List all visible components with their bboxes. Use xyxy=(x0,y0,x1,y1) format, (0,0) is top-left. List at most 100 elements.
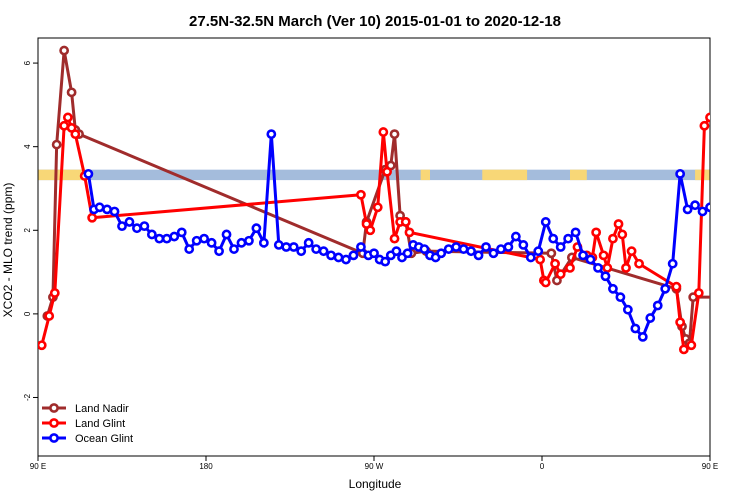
data-point xyxy=(229,244,239,254)
data-point xyxy=(199,233,210,244)
data-point xyxy=(721,141,728,148)
data-point xyxy=(191,235,202,246)
data-point xyxy=(176,227,187,238)
data-point xyxy=(518,240,529,250)
y-tick-label: 4 xyxy=(23,144,32,149)
data-point xyxy=(555,269,566,280)
data-point xyxy=(458,244,469,254)
data-point xyxy=(652,300,663,311)
data-point xyxy=(382,166,392,177)
data-point xyxy=(473,250,484,261)
data-point xyxy=(184,244,195,254)
legend-item: Land Glint xyxy=(42,418,125,430)
legend-marker xyxy=(49,433,59,443)
data-point xyxy=(311,244,322,254)
data-point xyxy=(303,237,314,248)
data-point xyxy=(236,237,247,248)
data-point xyxy=(66,87,77,98)
data-point xyxy=(744,131,750,138)
data-point xyxy=(565,262,575,273)
data-point xyxy=(356,242,366,252)
data-point xyxy=(693,288,704,298)
data-point xyxy=(402,248,413,259)
land-segment xyxy=(482,169,528,181)
data-point xyxy=(733,172,740,179)
data-point xyxy=(49,288,60,298)
data-point xyxy=(608,233,618,244)
data-point xyxy=(44,311,55,321)
data-point xyxy=(389,233,400,244)
data-point xyxy=(87,212,98,223)
legend: Land Nadir Land Glint Ocean Glint xyxy=(42,403,133,445)
chart-title: 27.5N-32.5N March (Ver 10) 2015-01-01 to… xyxy=(189,13,561,30)
data-point xyxy=(540,217,551,227)
data-point xyxy=(109,206,120,217)
data-point xyxy=(591,227,602,238)
y-tick-label: 2 xyxy=(23,228,32,233)
data-point xyxy=(102,204,112,215)
data-point xyxy=(740,126,747,133)
data-point xyxy=(546,248,557,259)
y-tick-label: 0 xyxy=(23,311,32,316)
data-point xyxy=(318,246,329,257)
data-point xyxy=(585,254,596,265)
data-point xyxy=(578,250,588,261)
data-point xyxy=(615,292,626,303)
data-point xyxy=(645,313,656,323)
series-line xyxy=(45,50,710,347)
data-point xyxy=(348,250,359,261)
data-point xyxy=(550,258,560,269)
legend-label: Land Glint xyxy=(75,418,125,430)
data-point xyxy=(667,258,678,269)
data-point xyxy=(682,204,693,215)
legend-label: Land Nadir xyxy=(75,403,129,415)
legend-item: Land Nadir xyxy=(42,403,129,415)
data-point xyxy=(744,214,750,221)
data-point xyxy=(214,246,224,257)
data-point xyxy=(59,45,70,56)
data-point xyxy=(634,258,644,269)
data-point xyxy=(660,283,671,294)
data-point xyxy=(419,244,430,254)
data-point xyxy=(443,244,454,254)
data-point xyxy=(94,202,105,213)
data-point xyxy=(608,283,618,294)
data-point xyxy=(548,233,559,244)
data-point xyxy=(535,254,546,265)
data-point xyxy=(169,231,180,242)
data-point xyxy=(251,223,262,234)
data-point xyxy=(675,317,686,328)
data-point xyxy=(333,252,344,263)
x-tick-label: 180 xyxy=(199,462,213,471)
data-point xyxy=(326,250,336,261)
series-land-nadir xyxy=(42,45,750,349)
legend-marker xyxy=(49,418,59,428)
data-point xyxy=(83,168,94,179)
land-segment xyxy=(420,169,430,181)
data-point xyxy=(617,229,628,240)
series-group xyxy=(38,45,750,355)
data-point xyxy=(365,225,376,236)
data-point xyxy=(602,262,613,273)
x-tick-label: 90 E xyxy=(30,462,46,471)
legend-item: Ocean Glint xyxy=(42,433,133,445)
data-point xyxy=(555,242,566,252)
data-point xyxy=(697,206,708,217)
ocean-band xyxy=(38,169,710,181)
data-point xyxy=(678,344,689,355)
data-point xyxy=(733,89,740,96)
data-point xyxy=(124,217,135,227)
data-point xyxy=(613,219,624,229)
data-point xyxy=(266,129,277,140)
data-point xyxy=(356,189,366,200)
plot-frame xyxy=(37,37,711,457)
data-point xyxy=(593,262,603,273)
data-point xyxy=(533,246,544,257)
data-point xyxy=(369,248,379,259)
data-point xyxy=(671,281,682,292)
data-point xyxy=(466,246,476,257)
data-point xyxy=(510,231,521,242)
data-point xyxy=(705,202,710,213)
data-point xyxy=(690,200,700,211)
data-point xyxy=(716,124,723,131)
